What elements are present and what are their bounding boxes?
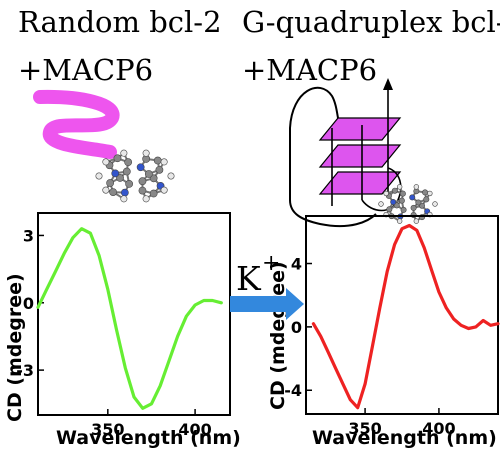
molecule-atom — [111, 169, 120, 178]
molecule-atom — [120, 188, 129, 197]
molecule-atom — [113, 154, 122, 163]
molecule-atom — [109, 188, 118, 196]
molecule-atom — [167, 172, 175, 180]
right-chart: 350 400 -4 0 4 CD (mdegree) Wavelength (nm) — [267, 215, 500, 449]
molecule-atom — [102, 158, 110, 166]
arrow-label-superscript: + — [262, 251, 280, 276]
molecule-atom — [378, 201, 384, 207]
molecule-atom — [138, 186, 147, 195]
molecule-atom — [410, 204, 417, 211]
molecule-atom — [396, 218, 403, 224]
ribbon-path — [33, 89, 120, 159]
molecule-atom — [160, 186, 168, 194]
molecule-atom — [413, 218, 420, 224]
right-y-tick-label: -4 — [284, 381, 302, 400]
molecule-atom — [136, 163, 145, 172]
left-chart: 350 400 -3 0 3 CD (mdegree) Wavelength (nm) — [4, 212, 241, 449]
molecule-atom — [427, 190, 433, 197]
arrow-shape — [230, 288, 304, 320]
left-title-line2: +MACP6 — [18, 53, 153, 87]
right-series-line — [311, 223, 500, 410]
macp6-molecule-right — [378, 184, 438, 224]
molecule-atom — [393, 202, 400, 209]
molecule-atom — [120, 195, 128, 203]
arrow-label: K — [236, 259, 262, 298]
right-axis-ticks: 350 400 -4 0 4 — [284, 255, 455, 438]
molecule-atom — [398, 197, 405, 204]
molecule-atom — [142, 149, 150, 157]
potassium-arrow: K + — [230, 251, 304, 320]
molecule-atom — [144, 170, 153, 178]
left-y-tick-label: 3 — [23, 226, 34, 245]
molecule-atom — [95, 172, 103, 180]
molecule-atom — [400, 206, 407, 213]
molecule-atom — [124, 158, 133, 167]
right-x-tick-label: 400 — [422, 419, 455, 438]
g-quadruplex-illustration — [289, 78, 402, 228]
left-y-tick-label: 0 — [23, 294, 34, 313]
left-x-axis-label: Wavelength (nm) — [56, 427, 241, 449]
right-title-line1: G-quadruplex bcl-2 — [242, 5, 500, 39]
molecule-atom — [390, 199, 397, 206]
molecule-atom — [423, 196, 430, 203]
molecule-atom — [383, 190, 389, 197]
left-series-line — [36, 227, 223, 410]
molecule-atom — [386, 206, 393, 213]
molecule-atom — [116, 174, 124, 182]
molecule-atom — [399, 190, 406, 197]
molecule-atom — [415, 199, 422, 206]
right-x-tick-label: 350 — [348, 419, 381, 438]
left-y-axis-label: CD (mdegree) — [4, 273, 26, 422]
molecule-atom — [396, 184, 403, 190]
molecule-atom — [149, 174, 158, 183]
right-x-axis-label: Wavelength (nm) — [312, 427, 497, 449]
left-y-tick-label: -3 — [16, 361, 34, 380]
molecule-atom — [409, 194, 416, 201]
molecule-atom — [102, 186, 110, 194]
left-plot-frame — [37, 212, 231, 416]
left-x-tick-label: 400 — [178, 420, 211, 439]
right-title-line2: +MACP6 — [242, 53, 377, 87]
left-title-line1: Random bcl-2 — [18, 5, 222, 39]
molecule-atom — [120, 149, 128, 157]
molecule-atom — [391, 187, 398, 194]
right-plot-frame — [305, 215, 499, 415]
left-x-tick-label: 350 — [91, 420, 124, 439]
molecule-atom — [122, 167, 131, 176]
random-coil-ribbon-illustration — [33, 89, 120, 159]
macp6-molecule-left — [95, 149, 175, 203]
molecule-atom — [125, 179, 134, 188]
right-y-tick-label: 4 — [291, 255, 302, 274]
right-y-tick-label: 0 — [291, 318, 302, 337]
molecule-atom — [106, 179, 115, 187]
right-y-axis-label: CD (mdegree) — [267, 261, 289, 410]
molecule-atom — [138, 177, 147, 186]
molecule-atom — [160, 158, 168, 166]
molecule-atom — [142, 195, 150, 203]
molecule-atom — [432, 201, 438, 207]
left-axis-ticks: 350 400 -3 0 3 — [16, 226, 212, 439]
molecule-atom — [149, 189, 158, 198]
molecule-atom — [422, 189, 429, 196]
molecule-atom — [155, 165, 164, 174]
molecule-atom — [153, 156, 162, 165]
molecule-atom — [413, 184, 420, 190]
